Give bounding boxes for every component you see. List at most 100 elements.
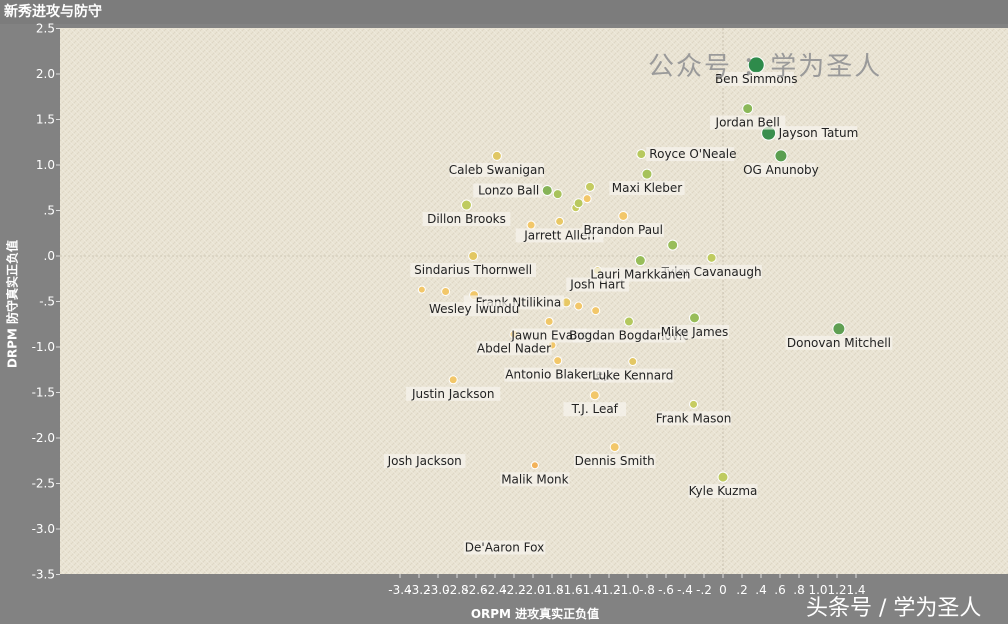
point-label-antonio-blakeney: Antonio Blakeney	[505, 368, 610, 382]
point-label-maxi-kleber: Maxi Kleber	[612, 181, 683, 195]
point-kyle-kuzma	[717, 471, 729, 483]
y-tick-label: .5	[44, 204, 55, 218]
point-unlabeled	[585, 181, 595, 192]
y-axis-label: DRPM 防守真实正负值	[5, 239, 20, 369]
point-label-bg	[572, 328, 686, 343]
point-lonzo-ball	[541, 184, 553, 196]
point-label-og-anunoby: OG Anunoby	[743, 163, 819, 177]
y-tick-label: -2.5	[32, 477, 55, 491]
point-label-ben-simmons: Ben Simmons	[715, 72, 798, 86]
point-label-malik-monk: Malik Monk	[501, 472, 568, 486]
x-tick-label: -.8	[639, 583, 655, 597]
point-label-bg	[406, 386, 501, 401]
point-label-bg	[511, 328, 587, 343]
point-label-bg	[463, 540, 546, 555]
point-label-bg	[646, 147, 735, 162]
x-tick-label: -1.2	[597, 583, 620, 597]
point-label-lonzo-ball: Lonzo Ball	[478, 183, 539, 197]
x-tick-label: -2.2	[502, 583, 525, 597]
point-label-bg	[383, 454, 466, 469]
point-label-bg	[504, 367, 612, 382]
x-tick-label: -2.6	[464, 583, 487, 597]
point-label-kyle-kuzma: Kyle Kuzma	[689, 484, 758, 498]
x-tick-label: -1.0	[616, 583, 639, 597]
point-label-jordan-bell: Jordan Bell	[715, 116, 780, 130]
point-unlabeled	[591, 306, 601, 316]
y-axis-ticks: 2.5 2.0 1.5 1.0 .5 .0 -.5 -1.0 -1.5 -2.0 -2.5 -3.0 -…	[32, 22, 60, 582]
x-tick-label: 0	[719, 583, 727, 597]
point-unlabeled	[552, 189, 563, 200]
x-tick-label: -3.4	[388, 583, 411, 597]
x-tick-label: 1.0	[808, 583, 827, 597]
point-caleb-swanigan	[491, 150, 502, 161]
point-label-brandon-paul: Brandon Paul	[584, 223, 664, 237]
y-tick-label: 2.0	[36, 67, 55, 81]
point-justin-jackson	[448, 375, 458, 385]
point-label-bg	[410, 263, 536, 277]
point-label-bg	[660, 324, 729, 339]
x-tick-label: -1.6	[559, 583, 582, 597]
y-tick-label: 1.0	[36, 158, 55, 172]
x-tick-label: -.6	[658, 583, 674, 597]
x-tick-label: -2.4	[483, 583, 506, 597]
x-tick-label: .8	[793, 583, 804, 597]
point-label-bg	[775, 126, 858, 141]
x-tick-label: -2.8	[445, 583, 468, 597]
point-label-bg	[785, 335, 893, 350]
point-label-bg	[746, 162, 816, 177]
x-axis-ticks: -3.4-3.2-3.0-2.8-2.6-2.4-2.2-2.0-1.8-1.6…	[388, 574, 866, 597]
point-frank-mason	[689, 399, 699, 409]
y-axis-band	[24, 28, 60, 574]
point-mike-james	[689, 312, 700, 324]
title-bar: 新秀进攻与防守	[0, 0, 1008, 24]
point-lauri-markkanen	[634, 255, 646, 267]
point-label-bg	[591, 368, 674, 383]
point-brandon-paul	[618, 210, 629, 221]
point-label-jawun-evans: Jawun Evans	[510, 329, 587, 343]
x-tick-label: -3.0	[426, 583, 449, 597]
point-dillon-brooks	[461, 199, 472, 211]
point-unlabeled	[441, 286, 451, 296]
point-label-mike-james: Mike James	[661, 325, 729, 339]
point-label-dennis-smith: Dennis Smith	[575, 454, 655, 468]
chart-title: 新秀进攻与防守	[4, 4, 102, 20]
point-label-bg	[609, 181, 685, 196]
point-jawun-evans	[544, 317, 554, 327]
point-donovan-mitchell	[832, 322, 846, 336]
x-axis-label: ORPM 进攻真实正负值	[470, 607, 600, 621]
y-tick-label: 2.5	[36, 22, 55, 36]
x-tick-label: .6	[774, 583, 785, 597]
point-dennis-smith	[609, 442, 620, 453]
y-tick-label: .0	[44, 249, 55, 263]
y-tick-label: 1.5	[36, 113, 55, 127]
point-label-bg	[590, 267, 691, 282]
point-label-bg	[582, 222, 665, 237]
point-label-justin-jackson: Justin Jackson	[411, 387, 495, 401]
point-label-jayson-tatum: Jayson Tatum	[778, 126, 859, 140]
point-royce-o-neale	[636, 149, 647, 160]
point-t-j-leaf	[589, 390, 600, 401]
point-label-donovan-mitchell: Donovan Mitchell	[787, 336, 891, 350]
point-label-bg	[430, 302, 519, 317]
point-label-bg	[718, 71, 794, 86]
point-maxi-kleber	[641, 168, 653, 180]
point-unlabeled	[574, 301, 584, 311]
point-sindarius-thornwell	[468, 251, 479, 261]
point-label-jarrett-allen: Jarrett Allen	[523, 228, 595, 242]
point-label-bogdan-bogdanovic: Bogdan Bogdanovic	[569, 329, 689, 343]
point-label-josh-jackson: Josh Jackson	[387, 454, 462, 468]
x-axis-band	[60, 574, 1008, 624]
point-antonio-blakeney	[553, 356, 563, 366]
point-label-t-j-leaf: T.J. Leaf	[571, 402, 619, 416]
point-label-luke-kennard: Luke Kennard	[592, 369, 673, 383]
point-label-royce-o-neale: Royce O'Neale	[649, 147, 736, 161]
point-luke-kennard	[628, 357, 638, 367]
x-tick-label: -1.8	[540, 583, 563, 597]
point-labels: Josh Jackson De'Aaron Fox Malik Monk Jarret…	[383, 71, 893, 555]
y-tick-label: -.5	[39, 295, 55, 309]
point-og-anunoby	[774, 149, 788, 163]
point-unlabeled	[573, 198, 584, 209]
x-tick-label: .2	[736, 583, 747, 597]
point-label-bg	[500, 472, 570, 487]
point-label-bg	[422, 212, 511, 227]
